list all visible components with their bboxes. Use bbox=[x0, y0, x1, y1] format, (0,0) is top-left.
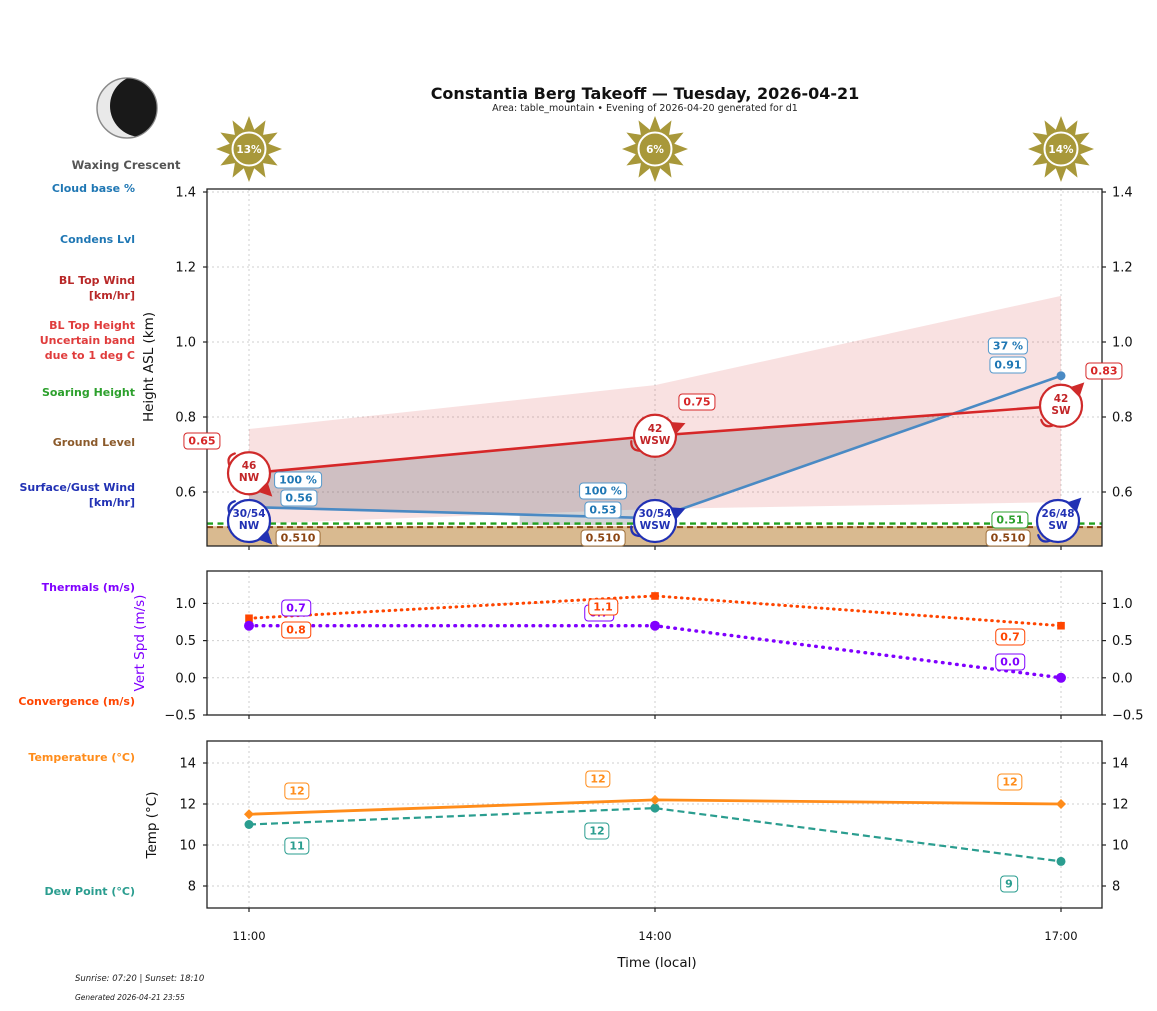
bl-top-label-11: 0.65 bbox=[183, 432, 221, 450]
ground-label-11: 0.510 bbox=[275, 529, 321, 547]
y-label-temp: Temp (°C) bbox=[144, 791, 160, 859]
ground-label-14: 0.510 bbox=[580, 529, 626, 547]
svg-text:1.2: 1.2 bbox=[1112, 261, 1133, 276]
generated-note: Generated 2026-04-21 23:55 bbox=[75, 993, 185, 1002]
svg-text:14: 14 bbox=[179, 757, 196, 772]
temp-label-14: 12 bbox=[585, 770, 611, 788]
svg-text:1.0: 1.0 bbox=[175, 336, 196, 351]
bl-top-wind-11: 46 NW bbox=[238, 460, 260, 484]
row-label-condens-lvl: Condens Lvl bbox=[60, 233, 135, 246]
svg-text:−0.5: −0.5 bbox=[1112, 709, 1144, 724]
x-axis-label: Time (local) bbox=[617, 955, 697, 971]
convergence-label-17: 0.7 bbox=[995, 628, 1025, 646]
sunrise-sunset-note: Sunrise: 07:20 | Sunset: 18:10 bbox=[75, 974, 205, 984]
soaring-label-17: 0.51 bbox=[991, 511, 1029, 529]
surface-wind-17: 26/48 SW bbox=[1041, 508, 1075, 532]
row-label-cloud-base: Cloud base % bbox=[51, 182, 135, 195]
row-label-convergence: Convergence (m/s) bbox=[18, 695, 135, 708]
convergence-label-11: 0.8 bbox=[281, 621, 311, 639]
svg-text:0.8: 0.8 bbox=[1112, 411, 1133, 426]
thermals-label-11: 0.7 bbox=[281, 599, 311, 617]
row-label-dew-point: Dew Point (°C) bbox=[44, 885, 135, 898]
row-label-temperature: Temperature (°C) bbox=[28, 751, 135, 764]
svg-text:8: 8 bbox=[1112, 880, 1120, 895]
y-label-height: Height ASL (km) bbox=[141, 311, 157, 423]
svg-text:10: 10 bbox=[179, 839, 196, 854]
x-tick-14: 14:00 bbox=[638, 929, 672, 943]
condens-label-11: 0.56 bbox=[280, 489, 318, 507]
svg-text:0.0: 0.0 bbox=[1112, 671, 1133, 686]
bl-top-wind-14: 42 WSW bbox=[639, 423, 671, 447]
sun-pct-14: 6% bbox=[646, 144, 664, 156]
temp-label-17: 12 bbox=[997, 773, 1023, 791]
moon-phase-icon bbox=[96, 77, 158, 139]
cloud-base-pct-17: 37 % bbox=[987, 337, 1029, 355]
sun-pct-11: 13% bbox=[236, 144, 262, 156]
x-tick-17: 17:00 bbox=[1044, 929, 1078, 943]
svg-text:1.0: 1.0 bbox=[1112, 336, 1133, 351]
condens-label-14: 0.53 bbox=[584, 501, 622, 519]
row-label-ground-level: Ground Level bbox=[52, 436, 135, 449]
svg-text:0.6: 0.6 bbox=[1112, 486, 1133, 501]
svg-text:10: 10 bbox=[1112, 839, 1129, 854]
dew-label-11: 11 bbox=[284, 837, 310, 855]
cloud-base-pct-11: 100 % bbox=[274, 471, 322, 489]
bl-top-label-17: 0.83 bbox=[1085, 362, 1123, 380]
svg-text:14: 14 bbox=[1112, 757, 1129, 772]
svg-text:−0.5: −0.5 bbox=[164, 709, 196, 724]
surface-wind-11: 30/54 NW bbox=[232, 508, 266, 532]
row-label-surface-wind: Surface/Gust Wind [km/hr] bbox=[19, 481, 136, 509]
row-label-bl-top-height: BL Top Height Uncertain band due to 1 deg … bbox=[39, 319, 135, 362]
y-label-vert-spd: Vert Spd (m/s) bbox=[132, 594, 148, 692]
svg-text:0.6: 0.6 bbox=[175, 486, 196, 501]
svg-text:1.4: 1.4 bbox=[1112, 186, 1133, 201]
dew-label-14: 12 bbox=[584, 822, 610, 840]
x-tick-11: 11:00 bbox=[232, 929, 266, 943]
row-label-soaring-height: Soaring Height bbox=[41, 386, 135, 399]
svg-text:12: 12 bbox=[1112, 798, 1129, 813]
svg-text:1.0: 1.0 bbox=[175, 597, 196, 612]
row-label-thermals: Thermals (m/s) bbox=[41, 581, 135, 594]
cloud-base-pct-14: 100 % bbox=[579, 482, 627, 500]
sun-pct-17: 14% bbox=[1048, 144, 1074, 156]
temp-label-11: 12 bbox=[284, 782, 310, 800]
bl-top-wind-17: 42 SW bbox=[1051, 393, 1071, 417]
moon-phase-label: Waxing Crescent bbox=[71, 158, 181, 172]
svg-text:0.5: 0.5 bbox=[175, 634, 196, 649]
dew-label-17: 9 bbox=[1000, 875, 1018, 893]
ground-label-17: 0.510 bbox=[985, 529, 1031, 547]
page-subtitle: Area: table_mountain • Evening of 2026-0… bbox=[492, 103, 798, 114]
condens-label-17: 0.91 bbox=[989, 356, 1027, 374]
bl-top-label-14: 0.75 bbox=[678, 393, 716, 411]
svg-text:1.4: 1.4 bbox=[175, 186, 196, 201]
svg-text:8: 8 bbox=[188, 880, 196, 895]
convergence-label-14: 1.1 bbox=[588, 598, 618, 616]
svg-text:1.0: 1.0 bbox=[1112, 597, 1133, 612]
row-label-bl-top-wind: BL Top Wind [km/hr] bbox=[58, 274, 135, 302]
svg-text:0.0: 0.0 bbox=[175, 671, 196, 686]
svg-text:1.2: 1.2 bbox=[175, 261, 196, 276]
svg-text:0.8: 0.8 bbox=[175, 411, 196, 426]
page-title: Constantia Berg Takeoff — Tuesday, 2026-… bbox=[430, 84, 860, 103]
surface-wind-14: 30/54 WSW bbox=[638, 508, 672, 532]
thermals-label-17: 0.0 bbox=[995, 653, 1025, 671]
svg-text:12: 12 bbox=[179, 798, 196, 813]
svg-text:0.5: 0.5 bbox=[1112, 634, 1133, 649]
